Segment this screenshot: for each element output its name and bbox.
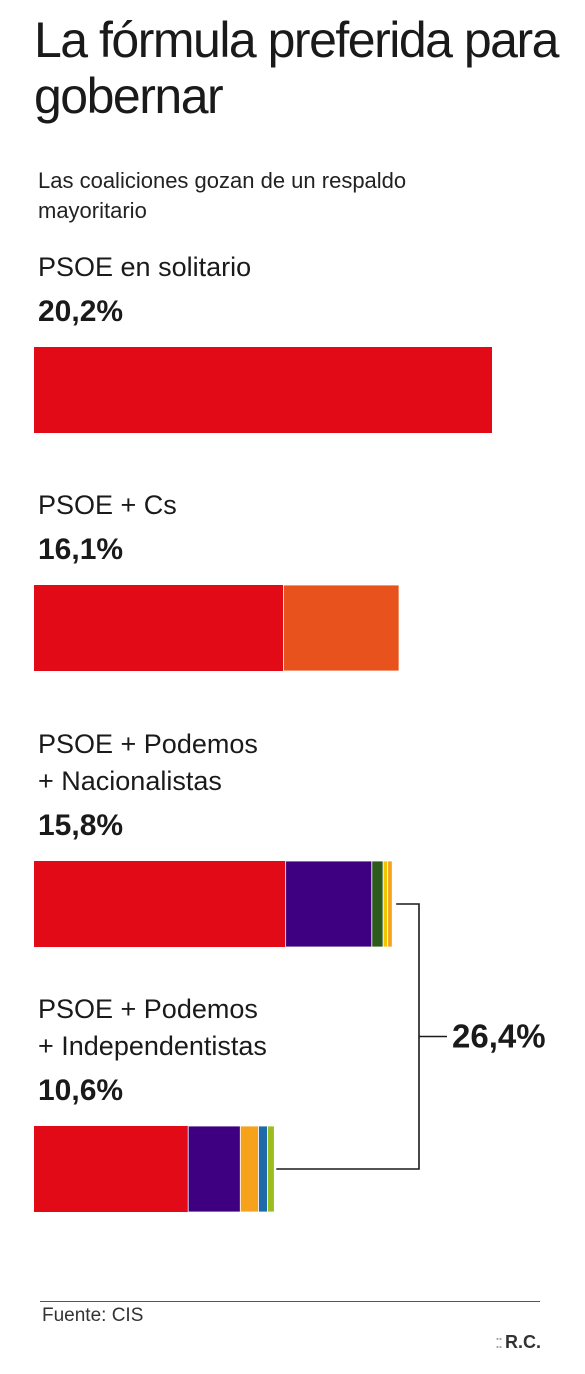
bar-segment <box>187 1125 241 1213</box>
bar-segment <box>34 347 492 433</box>
bar-segment <box>239 1125 259 1213</box>
bar-segment <box>34 861 286 947</box>
bar-label: PSOE + Podemos <box>38 729 258 759</box>
chart-title: La fórmula preferida para gobernar <box>34 12 559 124</box>
chart-subtitle: Las coaliciones gozan de un respaldo may… <box>38 168 407 223</box>
bar-label: + Nacionalistas <box>38 766 222 796</box>
credit-initials: R.C. <box>505 1332 541 1352</box>
bracket-value-label: 26,4% <box>452 1018 546 1055</box>
bar-segment <box>34 1126 189 1212</box>
bracket-layer: 26,4% <box>276 903 546 1170</box>
credit-dots: :: <box>494 1332 503 1352</box>
bar-label: PSOE + Cs <box>38 490 177 520</box>
author-credit: :: R.C. <box>495 1332 541 1353</box>
bar-segment <box>258 1125 268 1213</box>
bar-label: PSOE en solitario <box>38 252 251 282</box>
bar-label: PSOE + Podemos <box>38 994 258 1024</box>
footer-divider <box>40 1301 540 1302</box>
bar-segment <box>283 584 400 672</box>
bar-segment <box>382 860 389 948</box>
bar-segment <box>387 860 393 948</box>
bar-value-label: 15,8% <box>38 809 123 842</box>
source-note: Fuente: CIS <box>42 1305 144 1326</box>
bar-segment <box>267 1125 275 1213</box>
bar-segment <box>285 860 373 948</box>
bar-segment <box>371 860 384 948</box>
bar-label: + Independentistas <box>38 1031 267 1061</box>
bar-value-label: 10,6% <box>38 1074 123 1107</box>
bars-layer: PSOE en solitario 20,2% PSOE + Cs 16,1% PSOE… <box>34 252 492 1213</box>
bar-value-label: 16,1% <box>38 533 123 566</box>
bar-value-label: 20,2% <box>38 295 123 328</box>
bar-segment <box>34 585 284 671</box>
